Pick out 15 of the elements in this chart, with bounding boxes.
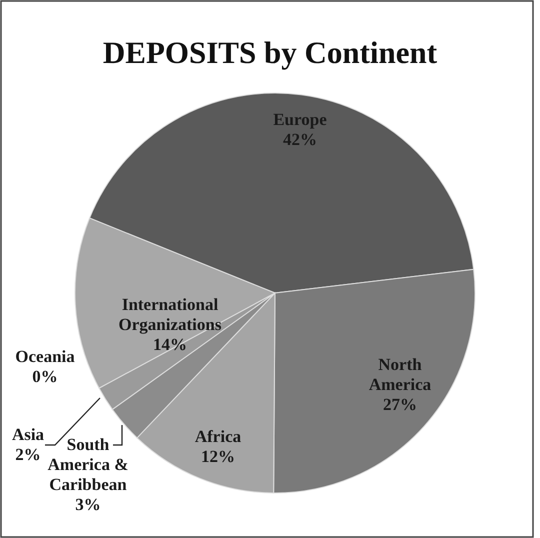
category-label: Oceania — [15, 347, 75, 366]
slice-label: South America & Caribbean — [48, 435, 128, 494]
data-label: 14% — [153, 335, 187, 354]
slice-label: Europe — [273, 110, 328, 129]
data-label: 12% — [201, 447, 235, 466]
data-label: 3% — [75, 495, 101, 514]
chart-title: DEPOSITS by Continent — [102, 35, 438, 70]
slice-label: North America — [368, 355, 432, 394]
data-label: 27% — [383, 395, 417, 414]
slice-label: Africa — [194, 427, 242, 446]
text: 0% — [32, 367, 58, 386]
data-label: 2% — [15, 445, 41, 464]
slice-label: Asia — [12, 425, 45, 444]
data-label: 42% — [283, 130, 317, 149]
slice-label: International Organizations — [118, 295, 222, 334]
